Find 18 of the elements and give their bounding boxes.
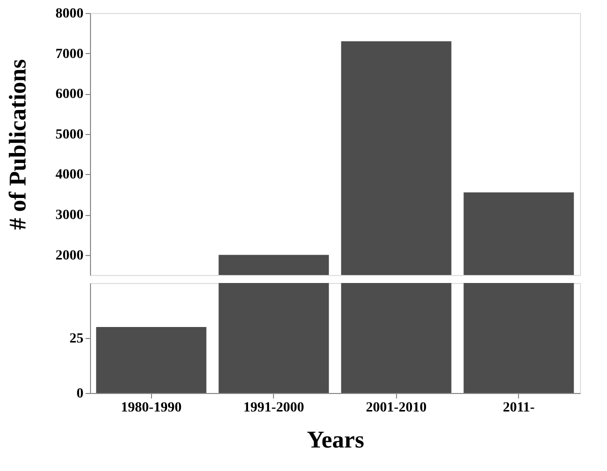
y-tick-label: 3000: [56, 208, 84, 224]
y-tick-label: 25: [70, 332, 84, 346]
bar: [464, 192, 574, 275]
bar: [218, 254, 329, 275]
bar: [341, 41, 452, 275]
y-tick-label: 4000: [56, 168, 84, 183]
x-tick-label: 1991-2000: [243, 400, 304, 416]
y-tick-label: 5000: [56, 127, 84, 142]
x-tick-label: 2001-2010: [366, 400, 427, 416]
y-tick-label: 6000: [56, 87, 84, 102]
x-tick-label: 2011-: [502, 400, 536, 416]
y-tick-label: 8000: [56, 6, 84, 22]
y-tick-label: 2000: [56, 248, 84, 264]
x-axis-title: Years: [306, 428, 364, 454]
y-tick-label: 7000: [56, 46, 84, 62]
y-axis-title: # of Publications: [6, 59, 32, 230]
x-tick-label: 1980-1990: [120, 400, 182, 416]
y-tick-label: 0: [76, 386, 84, 402]
